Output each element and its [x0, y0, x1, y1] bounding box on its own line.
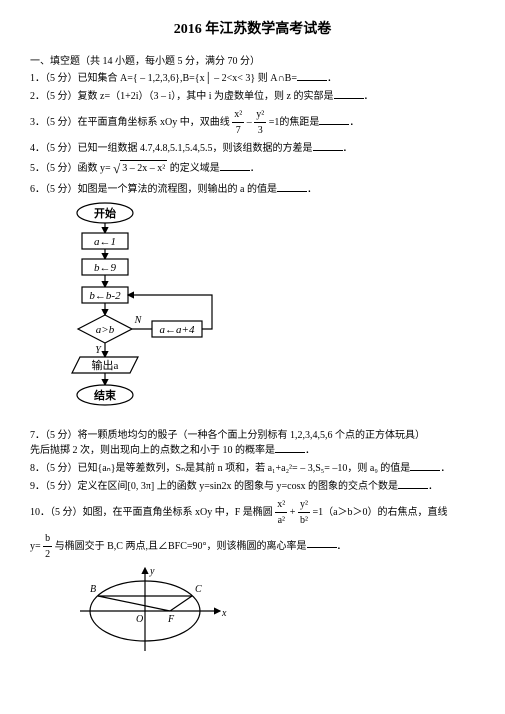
blank [297, 80, 327, 81]
flow-out: 输出a [92, 358, 119, 372]
question-10: 10．（5 分）如图，在平面直角坐标系 xOy 中，F 是椭圆 x²a² + y… [30, 497, 475, 528]
q10-pre: 10．（5 分）如图，在平面直角坐标系 xOy 中，F 是椭圆 [30, 506, 275, 517]
flowchart-diagram: 开始 a←1 b←9 b←b-2 a>b N a←a+4 Y 输出a 结束 [60, 201, 475, 424]
q6-pre: 6．（5 分）如图是一个算法的流程图，则输出的 a 的值是 [30, 184, 277, 195]
q4-pre: 4．（5 分）已知一组数据 4.7,4.8,5.1,5.4,5.5，则该组数据的… [30, 143, 313, 154]
q2-text: 2．（5 分）复数 z=（1+2i）（3 – i），其中 i 为虚数单位，则 z… [30, 91, 334, 102]
flow-s1: a←1 [94, 236, 116, 248]
q9-post: ． [428, 481, 438, 492]
den: a² [275, 513, 287, 528]
question-9: 9．（5 分）定义在区间[0, 3π] 上的函数 y=sin2x 的图象与 y=… [30, 479, 475, 494]
q10-l2b: 与椭圆交于 B,C 两点,且∠BFC=90°，则该椭圆的离心率是 [55, 540, 307, 551]
num: x² [275, 497, 287, 513]
question-2: 2．（5 分）复数 z=（1+2i）（3 – i），其中 i 为虚数单位，则 z… [30, 89, 475, 104]
question-10b: y= b2 与椭圆交于 B,C 两点,且∠BFC=90°，则该椭圆的离心率是 ． [30, 531, 475, 562]
q4-post: ． [343, 143, 353, 154]
q7-l2: 先后抛掷 2 次，则出现向上的点数之和小于 10 的概率是 [30, 445, 275, 456]
q7-post: ． [305, 445, 315, 456]
flow-no: N [134, 315, 143, 326]
fraction: y²3 [254, 107, 266, 138]
label-O: O [136, 614, 143, 625]
blank [319, 124, 349, 125]
q10-mid: =1（a＞b＞0）的右焦点，直线 [312, 506, 447, 517]
question-7: 7．（5 分）将一颗质地均匀的骰子（一种各个面上分别标有 1,2,3,4,5,6… [30, 428, 475, 458]
q10-post: ． [337, 540, 347, 551]
label-C: C [195, 584, 202, 595]
q8-pre: 8．（5 分）已知{aₙ}是等差数列，Sₙ是其前 n 项和，若 a₁+a₂²= … [30, 463, 410, 474]
section-header: 一、填空题（共 14 小题，每小题 5 分，满分 70 分） [30, 52, 475, 67]
den: 2 [43, 547, 52, 562]
question-3: 3．（5 分）在平面直角坐标系 xOy 中，双曲线 x²7 – y²3 =1的焦… [30, 107, 475, 138]
q8-post: ． [440, 463, 450, 474]
q9-pre: 9．（5 分）定义在区间[0, 3π] 上的函数 y=sin2x 的图象与 y=… [30, 481, 398, 492]
flow-yes: Y [95, 345, 102, 356]
blank [275, 452, 305, 453]
q6-post: ． [307, 184, 317, 195]
flow-end: 结束 [93, 388, 117, 402]
q7-l1: 7．（5 分）将一颗质地均匀的骰子（一种各个面上分别标有 1,2,3,4,5,6… [30, 430, 425, 441]
fraction: x²7 [232, 107, 244, 138]
fraction: x²a² [275, 497, 287, 528]
q1-post: ． [327, 73, 337, 84]
q2-post: ． [364, 91, 374, 102]
question-1: 1．（5 分）已知集合 A={ – 1,2,3,6},B={x│ – 2<x< … [30, 71, 475, 86]
label-y: y [149, 566, 155, 577]
label-F: F [167, 614, 175, 625]
flow-s4: a←a+4 [160, 324, 195, 336]
label-x: x [221, 608, 227, 619]
num: b [43, 531, 52, 547]
q1-text: 1．（5 分）已知集合 A={ – 1,2,3,6},B={x│ – 2<x< … [30, 73, 297, 84]
q3-post: ． [349, 117, 359, 128]
question-6: 6．（5 分）如图是一个算法的流程图，则输出的 a 的值是 ． [30, 182, 475, 197]
num: y² [298, 497, 310, 513]
q10-l2a: y= [30, 540, 41, 551]
flow-s2: b←9 [94, 262, 117, 274]
blank [220, 170, 250, 171]
blank [313, 150, 343, 151]
label-B: B [90, 584, 96, 595]
blank [277, 191, 307, 192]
q3-mid: =1的焦距是 [269, 117, 320, 128]
q3-pre: 3．（5 分）在平面直角坐标系 xOy 中，双曲线 [30, 117, 232, 128]
blank [334, 98, 364, 99]
q5-mid: 的定义域是 [170, 163, 220, 174]
q5-post: ． [250, 163, 260, 174]
question-8: 8．（5 分）已知{aₙ}是等差数列，Sₙ是其前 n 项和，若 a₁+a₂²= … [30, 461, 475, 476]
flow-s3: b←b-2 [89, 290, 121, 302]
den: 3 [254, 123, 266, 138]
ellipse-diagram: B C O F x y [80, 566, 475, 659]
page-title: 2016 年江苏数学高考试卷 [30, 18, 475, 38]
sqrt: 3 – 2x – x² [120, 160, 167, 176]
flow-start: 开始 [94, 206, 116, 220]
minus: – [247, 117, 255, 128]
plus: + [290, 506, 296, 517]
fraction: y²b² [298, 497, 310, 528]
question-5: 5．（5 分）函数 y= √3 – 2x – x² 的定义域是． [30, 159, 475, 179]
fraction: b2 [43, 531, 52, 562]
blank [398, 488, 428, 489]
question-4: 4．（5 分）已知一组数据 4.7,4.8,5.1,5.4,5.5，则该组数据的… [30, 141, 475, 156]
den: b² [298, 513, 310, 528]
den: 7 [232, 123, 244, 138]
q5-pre: 5．（5 分）函数 y= [30, 163, 111, 174]
blank [410, 470, 440, 471]
num: y² [254, 107, 266, 123]
flow-cond: a>b [96, 324, 115, 336]
blank [307, 547, 337, 548]
num: x² [232, 107, 244, 123]
